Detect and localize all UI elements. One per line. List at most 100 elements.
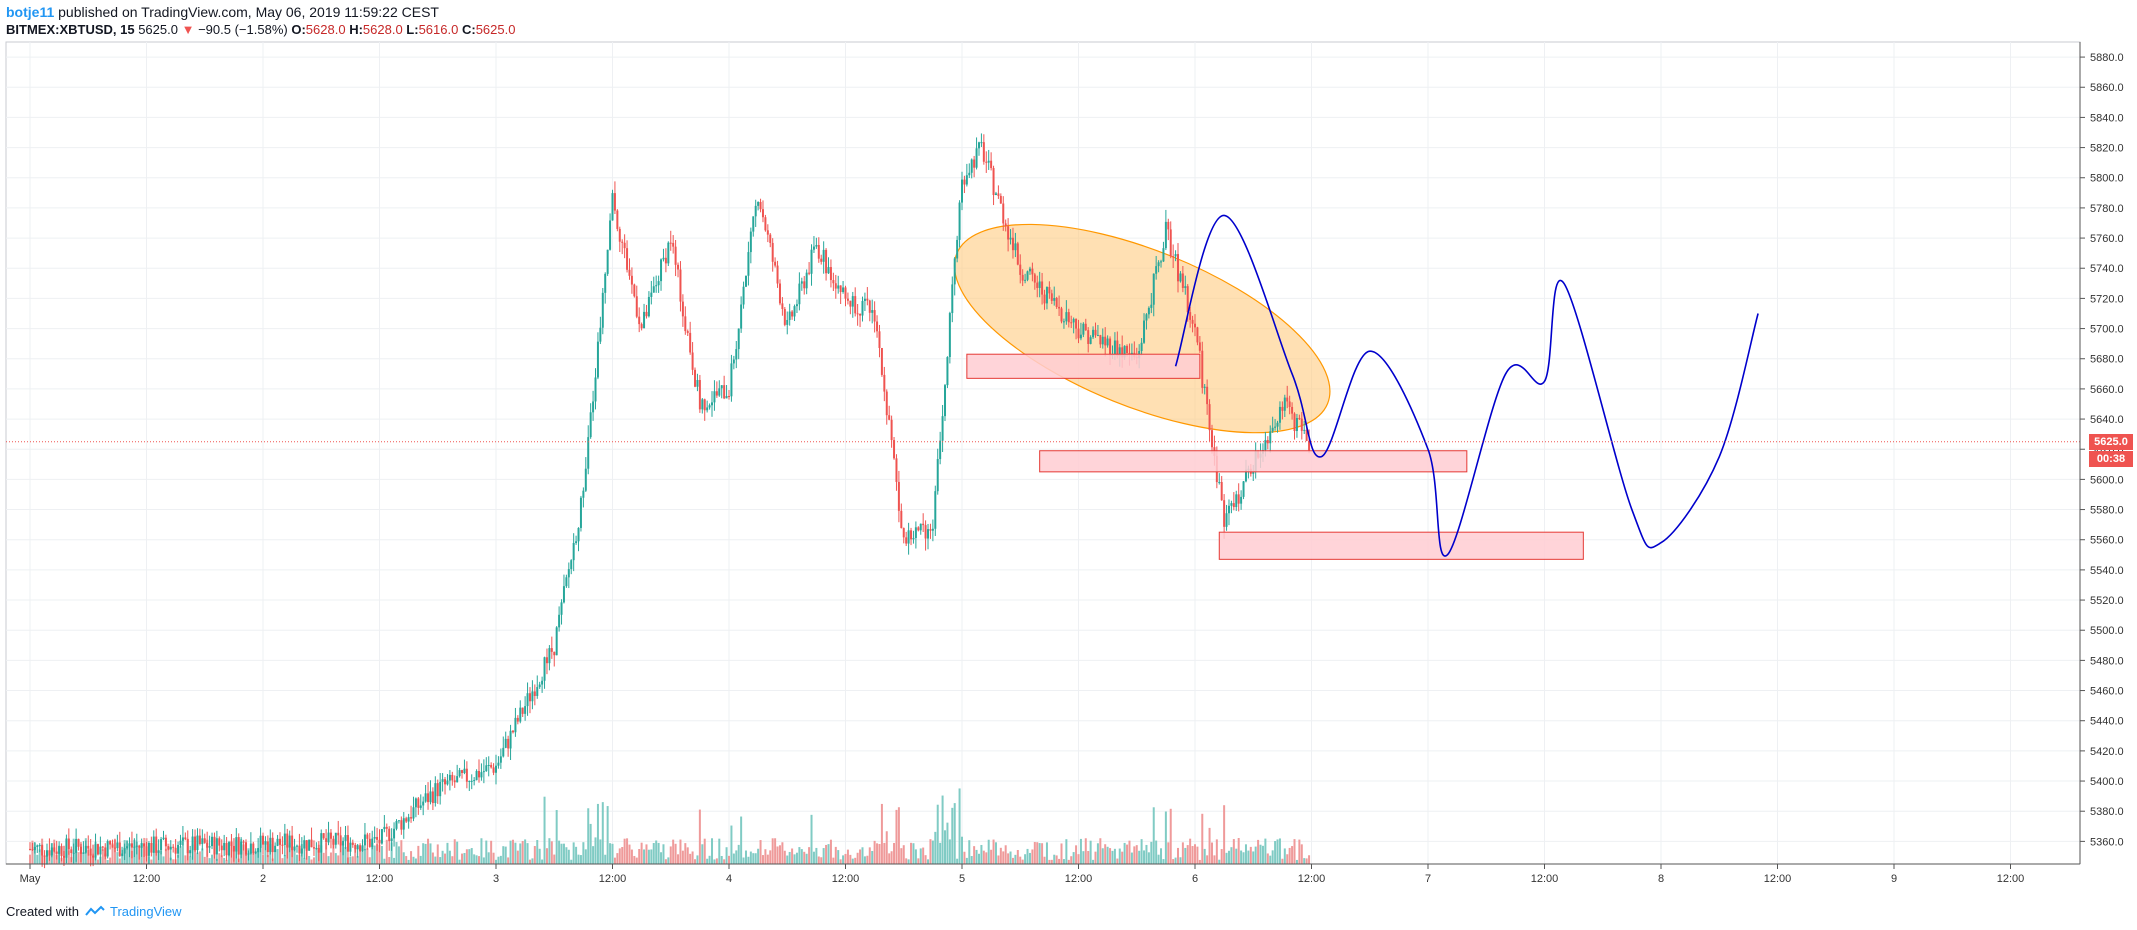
volume-bar — [276, 849, 279, 864]
candle-body — [1235, 494, 1238, 508]
drawings-front[interactable] — [6, 214, 2080, 560]
price-tick-label: 5460.0 — [2090, 686, 2124, 698]
volume-bar — [118, 858, 121, 864]
candle-body — [956, 239, 959, 259]
volume-bar — [613, 857, 616, 864]
candle-body — [703, 399, 706, 411]
candle-body — [662, 257, 665, 260]
volume-bar — [1070, 856, 1073, 864]
volume-bar — [980, 844, 983, 864]
volume-bar — [1169, 808, 1172, 864]
candle-body — [388, 828, 391, 842]
candle-body — [453, 780, 456, 783]
candle-body — [730, 363, 733, 397]
volume-bar — [1118, 848, 1121, 864]
volume-bar — [800, 849, 803, 864]
volume-bar — [1206, 855, 1209, 864]
open-label: O: — [291, 22, 306, 37]
candle-body — [560, 602, 563, 615]
candle-body — [400, 820, 403, 830]
volume-bar — [271, 858, 274, 864]
candle-body — [181, 837, 184, 841]
volume-bar — [965, 857, 968, 864]
candle-body — [1201, 350, 1204, 388]
volume-bar — [395, 842, 398, 864]
candle-body — [1174, 254, 1177, 257]
candle-body — [116, 842, 119, 849]
volume-bar — [429, 843, 432, 864]
volume-bar — [570, 859, 573, 864]
candle-body — [366, 834, 369, 839]
candle-body — [349, 842, 352, 852]
candle-body — [543, 657, 546, 681]
volume-bar — [507, 857, 510, 864]
volume-bar — [854, 857, 857, 864]
volume-bar — [1067, 859, 1070, 864]
tradingview-link[interactable]: TradingView — [110, 904, 182, 919]
open-value: 5628.0 — [305, 22, 346, 37]
candle-body — [638, 316, 641, 325]
candle-body — [373, 836, 376, 839]
candle-body — [332, 838, 335, 845]
candle-body — [1155, 266, 1158, 274]
candle-body — [718, 388, 721, 396]
symbol-label[interactable]: BITMEX:XBTUSD, 15 — [6, 22, 135, 37]
volume-bar — [550, 841, 553, 864]
candle-body — [798, 283, 801, 305]
candle-body — [776, 265, 779, 284]
volume-bar — [839, 859, 842, 864]
candle-body — [45, 850, 48, 857]
volume-bar — [735, 850, 738, 864]
volume-bar — [1167, 842, 1170, 864]
candle-body — [1118, 347, 1121, 357]
candle-body — [490, 764, 493, 768]
candle-body — [650, 292, 653, 297]
volume-bar — [1303, 858, 1306, 864]
candle-body — [863, 298, 866, 301]
volume-bar — [1019, 856, 1022, 864]
volume-bar — [1257, 839, 1260, 864]
candle-body — [616, 210, 619, 229]
volume-bar — [1092, 859, 1095, 864]
volume-bar — [701, 844, 704, 864]
volume-bar — [783, 850, 786, 864]
volume-bar — [579, 855, 582, 864]
candle-body — [1162, 248, 1165, 262]
volume-bar — [1191, 846, 1194, 864]
volume-bar — [424, 843, 427, 864]
candle-body — [934, 491, 937, 529]
candle-body — [1101, 336, 1104, 345]
candle-body — [1286, 397, 1289, 402]
volume-bar — [769, 850, 772, 864]
volume-bar — [337, 855, 340, 864]
candle-body — [1099, 335, 1102, 345]
author-name[interactable]: botje11 — [6, 4, 55, 20]
candle-body — [846, 298, 849, 301]
candle-body — [601, 292, 604, 328]
volume-bar — [837, 850, 840, 864]
volume-bar — [439, 857, 442, 864]
candle-body — [514, 717, 517, 733]
volume-bar — [917, 858, 920, 864]
volume-bar — [245, 852, 248, 864]
candle-body — [145, 846, 148, 856]
volume-bar — [225, 859, 228, 864]
volume-bar — [754, 853, 757, 864]
candle-body — [245, 842, 248, 855]
candle-body — [951, 284, 954, 314]
candle-body — [312, 847, 315, 849]
candle-body — [1191, 319, 1194, 324]
candle-body — [191, 836, 194, 851]
candle-body — [470, 780, 473, 782]
candle-body — [424, 793, 427, 802]
volume-bar — [752, 853, 755, 864]
volume-bar — [616, 853, 619, 864]
volume-bar — [400, 840, 403, 864]
candle-body — [434, 783, 437, 804]
volume-bar — [312, 857, 315, 864]
candle-body — [1223, 500, 1226, 527]
volume-bar — [1038, 843, 1041, 864]
volume-bar — [1084, 838, 1087, 864]
candle-body — [1181, 273, 1184, 288]
